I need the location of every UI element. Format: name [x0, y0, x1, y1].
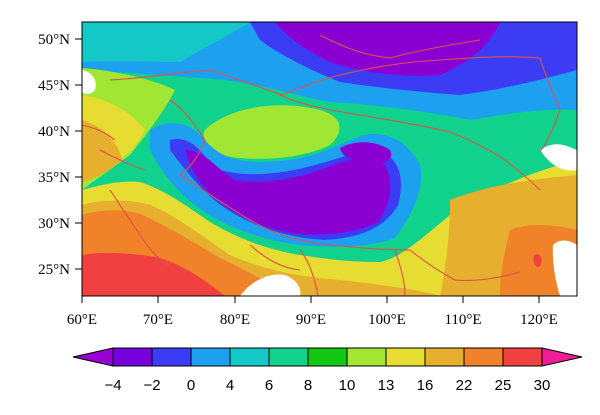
colorbar-segment — [268, 347, 309, 367]
colorbar-label: 30 — [534, 377, 551, 394]
ocean-east-sea — [552, 240, 577, 296]
lon-label-110e: 110°E — [444, 312, 481, 328]
colorbar-label: −2 — [143, 377, 160, 394]
island-taiwan — [533, 254, 542, 268]
colorbar-label: 8 — [304, 377, 312, 394]
lon-label-120e: 120°E — [520, 312, 558, 328]
contour-red-india — [82, 253, 225, 296]
contour-tarim-basin — [203, 105, 340, 159]
contour-cyan-northwest — [82, 22, 250, 62]
lon-label-90e: 90°E — [296, 312, 326, 328]
colorbar-label: 4 — [226, 377, 234, 394]
caspian-sea — [82, 70, 96, 94]
colorbar-label: 10 — [339, 377, 356, 394]
colorbar-label: 22 — [456, 377, 473, 394]
colorbar-segment — [112, 347, 153, 367]
lon-label-80e: 80°E — [220, 312, 250, 328]
lat-label-25n: 25°N — [38, 262, 70, 278]
colorbar-label: −4 — [104, 377, 121, 394]
ocean-bay-of-bengal — [240, 274, 301, 296]
lat-label-35n: 35°N — [38, 170, 70, 186]
plot-frame — [81, 21, 578, 297]
filled-contour-field — [82, 22, 577, 296]
contour-qaidam-purple — [340, 142, 392, 165]
colorbar-arrow-high — [541, 347, 583, 367]
lat-label-50n: 50°N — [38, 32, 70, 48]
colorbar-segment — [229, 347, 270, 367]
colorbar-label: 25 — [495, 377, 512, 394]
colorbar-segment — [307, 347, 348, 367]
colorbar-label: 16 — [417, 377, 434, 394]
colorbar: −4 −2 0 4 6 8 10 13 16 22 25 30 — [72, 347, 583, 394]
colorbar-label: 6 — [265, 377, 273, 394]
colorbar-segment — [424, 347, 465, 367]
longitude-axis: 60°E 70°E 80°E 90°E 100°E 110°E 120°E — [67, 296, 558, 328]
lat-label-30n: 30°N — [38, 216, 70, 232]
lon-label-70e: 70°E — [143, 312, 173, 328]
country-borders — [82, 34, 561, 296]
colorbar-label: 13 — [378, 377, 395, 394]
colorbar-label: 0 — [187, 377, 195, 394]
colorbar-segment — [151, 347, 192, 367]
lat-label-45n: 45°N — [38, 78, 70, 94]
colorbar-arrow-low — [72, 347, 114, 367]
contour-purple-altai — [275, 22, 500, 76]
colorbar-segment — [346, 347, 387, 367]
colorbar-segment — [463, 347, 504, 367]
colorbar-segment — [385, 347, 426, 367]
contour-plateau-purple — [185, 150, 391, 235]
lat-label-40n: 40°N — [38, 124, 70, 140]
lon-label-100e: 100°E — [368, 312, 406, 328]
colorbar-segment — [190, 347, 231, 367]
colorbar-segment — [502, 347, 543, 367]
latitude-axis: 50°N 45°N 40°N 35°N 30°N 25°N — [38, 32, 82, 278]
ocean-yellow-sea — [540, 144, 577, 171]
lon-label-60e: 60°E — [67, 312, 97, 328]
